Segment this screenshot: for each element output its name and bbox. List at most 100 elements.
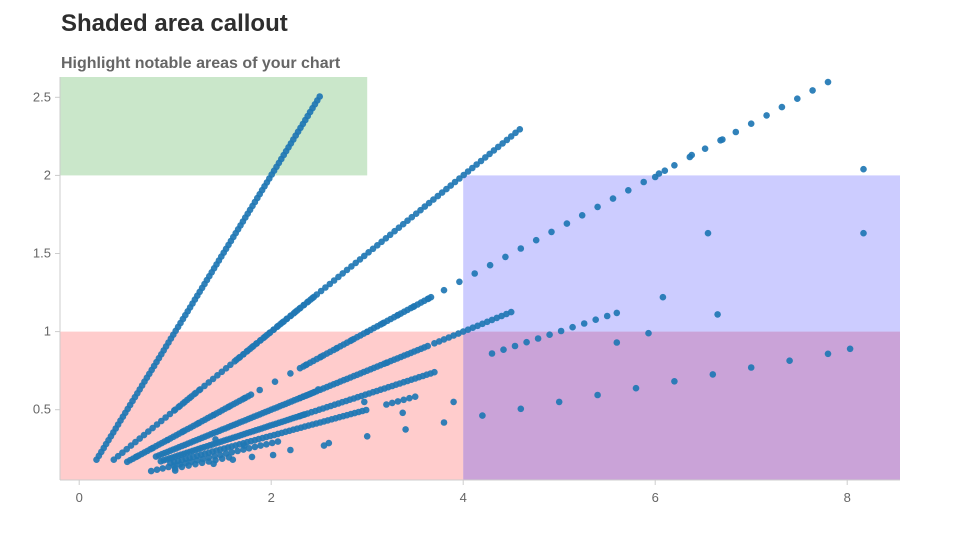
data-point <box>430 196 437 203</box>
data-point <box>569 323 576 331</box>
data-point <box>383 359 390 367</box>
data-point <box>178 463 186 471</box>
shaded-areas <box>60 77 900 480</box>
data-point <box>688 151 695 159</box>
data-point <box>824 78 832 86</box>
data-point <box>171 467 179 474</box>
data-point <box>263 441 270 448</box>
data-point <box>555 398 563 406</box>
data-point <box>719 136 726 143</box>
data-point <box>563 220 571 227</box>
data-point <box>431 368 438 376</box>
data-point <box>212 436 219 443</box>
chart-title: Shaded area callout <box>61 10 288 37</box>
data-point <box>406 394 413 402</box>
data-point <box>609 195 617 202</box>
x-tick-label: 6 <box>652 490 659 505</box>
data-point <box>471 270 479 277</box>
data-point <box>659 293 667 301</box>
data-point <box>363 433 371 440</box>
data-point <box>195 386 203 394</box>
data-point <box>343 266 351 274</box>
shaded-area-3 <box>463 331 900 480</box>
data-point <box>287 446 294 454</box>
data-point <box>198 459 206 467</box>
data-point <box>257 442 264 449</box>
data-point <box>502 253 509 261</box>
data-point <box>613 339 621 346</box>
data-point <box>408 213 416 221</box>
data-point <box>511 342 519 350</box>
axes: 0 2 4 6 8 0.5 1 1.5 2 2.5 <box>33 77 900 505</box>
data-point <box>245 445 253 452</box>
data-point <box>362 406 370 414</box>
data-point <box>517 245 525 252</box>
y-tick-label: 2.5 <box>33 89 51 104</box>
data-point <box>516 126 524 133</box>
data-point <box>645 329 652 337</box>
data-point <box>310 293 318 301</box>
data-points <box>93 78 867 475</box>
data-point <box>557 327 565 335</box>
data-point <box>517 405 525 413</box>
chart-subtitle: Highlight notable areas of your chart <box>61 55 341 72</box>
data-point <box>671 378 678 385</box>
data-point <box>824 350 832 358</box>
data-point <box>532 236 540 244</box>
x-tick-label: 0 <box>76 490 83 505</box>
data-point <box>411 393 419 401</box>
data-point <box>546 331 553 339</box>
data-point <box>256 386 264 394</box>
data-point <box>361 398 368 406</box>
data-point <box>632 384 640 392</box>
data-point <box>320 442 328 449</box>
data-point <box>149 424 156 432</box>
data-point <box>473 161 480 168</box>
data-point <box>402 426 409 433</box>
data-point <box>271 378 279 386</box>
data-point <box>479 412 486 419</box>
y-tick-label: 1 <box>44 324 51 339</box>
data-point <box>181 398 189 406</box>
data-point <box>191 390 198 398</box>
data-point <box>192 460 199 468</box>
data-point <box>809 87 816 94</box>
data-point <box>794 95 801 102</box>
data-point <box>322 284 329 291</box>
data-point <box>523 338 530 346</box>
data-point <box>747 120 755 127</box>
data-point <box>860 165 867 173</box>
data-point <box>714 311 721 318</box>
data-point <box>486 261 494 269</box>
data-point <box>218 455 226 463</box>
x-tick-label: 4 <box>460 490 467 505</box>
data-point <box>592 316 599 324</box>
data-point <box>456 278 463 286</box>
data-point <box>763 112 770 119</box>
y-tick-label: 2 <box>44 167 51 182</box>
data-point <box>625 187 632 194</box>
data-point <box>860 229 867 237</box>
data-point <box>594 391 601 399</box>
data-point <box>786 357 793 365</box>
data-point <box>701 145 709 152</box>
data-point <box>247 391 255 399</box>
data-point <box>269 451 277 459</box>
data-point <box>671 162 678 169</box>
data-point <box>248 453 256 461</box>
data-point <box>534 335 542 342</box>
data-point <box>186 394 193 402</box>
x-tick-label: 8 <box>844 490 851 505</box>
data-point <box>214 372 221 379</box>
data-point <box>185 462 192 469</box>
y-tick-label: 0.5 <box>33 402 51 417</box>
data-point <box>440 286 448 294</box>
data-point <box>176 402 184 410</box>
data-point <box>268 439 276 447</box>
data-point <box>365 249 372 256</box>
data-point <box>229 456 237 464</box>
data-point <box>846 345 854 353</box>
data-point <box>400 396 408 404</box>
data-point <box>234 447 241 455</box>
